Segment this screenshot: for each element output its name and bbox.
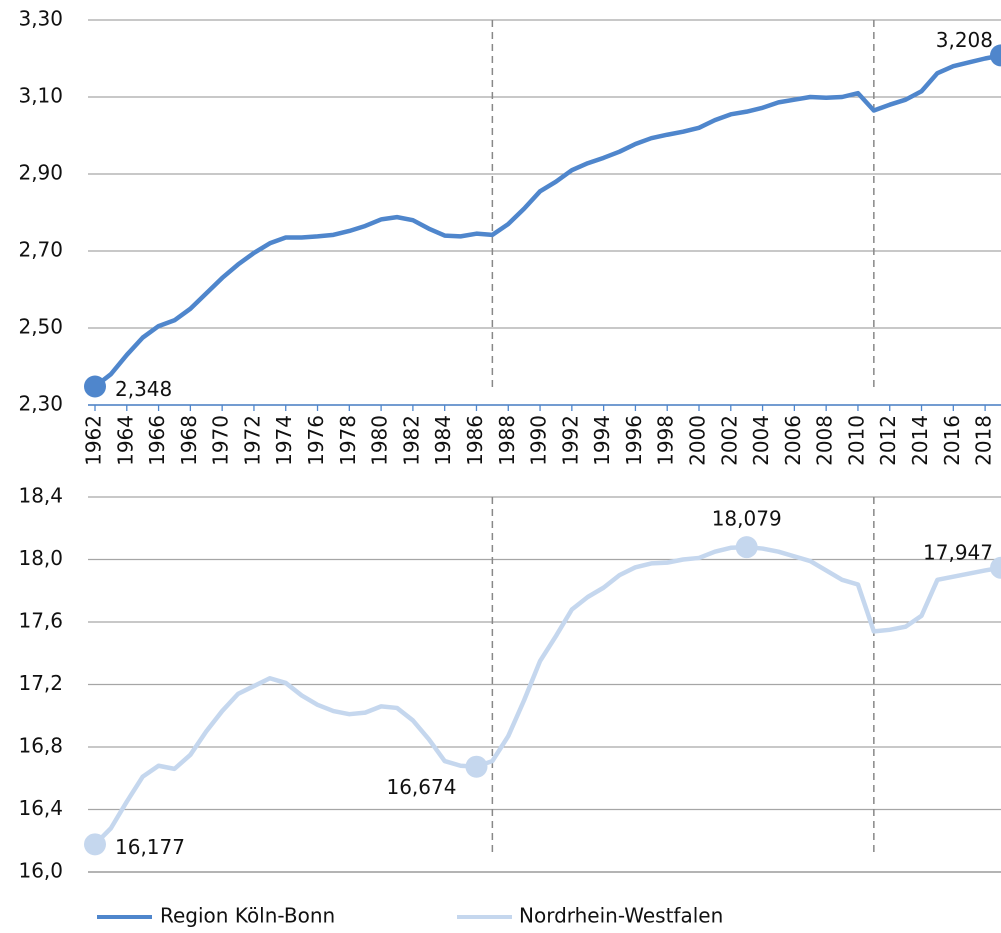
x-tick-label: 2016 <box>940 415 964 466</box>
legend-label: Nordrhein-Westfalen <box>519 904 723 928</box>
x-tick-label: 1974 <box>272 415 296 466</box>
x-tick-label: 1986 <box>463 415 487 466</box>
y-tick-label: 17,2 <box>18 671 63 695</box>
x-tick-label: 1994 <box>590 415 614 466</box>
x-tick-label: 1988 <box>495 415 519 466</box>
x-tick-label: 2004 <box>749 415 773 466</box>
x-tick-label: 2008 <box>813 415 837 466</box>
data-label: 16,674 <box>386 775 456 799</box>
x-tick-label: 2000 <box>686 415 710 466</box>
y-tick-label: 16,0 <box>18 859 63 883</box>
point-marker <box>735 536 758 559</box>
x-tick-label: 1966 <box>145 415 169 466</box>
data-label: 2,348 <box>115 377 172 401</box>
y-tick-label: 2,50 <box>18 315 63 339</box>
x-tick-label: 2012 <box>876 415 900 466</box>
x-tick-label: 1964 <box>113 415 137 466</box>
point-marker <box>990 44 1001 67</box>
y-tick-label: 2,90 <box>18 161 63 185</box>
y-tick-label: 2,70 <box>18 238 63 262</box>
x-tick-label: 2002 <box>717 415 741 466</box>
x-tick-label: 1970 <box>209 415 233 466</box>
y-tick-label: 3,10 <box>18 84 63 108</box>
y-tick-label: 18,0 <box>18 546 63 570</box>
data-label: 3,208 <box>936 28 993 52</box>
legend-label: Region Köln-Bonn <box>160 904 335 928</box>
x-tick-label: 2006 <box>781 415 805 466</box>
data-label: 18,079 <box>712 507 782 531</box>
x-tick-label: 1998 <box>654 415 678 466</box>
x-tick-label: 1962 <box>82 415 106 466</box>
point-marker <box>84 375 106 398</box>
data-label: 17,947 <box>923 540 993 564</box>
y-tick-label: 17,6 <box>18 609 63 633</box>
line-series <box>93 53 1001 389</box>
x-tick-label: 1972 <box>240 415 264 466</box>
point-marker <box>990 556 1001 579</box>
x-tick-label: 1978 <box>336 415 360 466</box>
x-tick-label: 2014 <box>908 415 932 466</box>
x-tick-label: 2018 <box>972 415 996 466</box>
x-tick-label: 1976 <box>304 415 328 466</box>
point-marker <box>465 755 488 778</box>
y-tick-label: 18,4 <box>18 484 63 508</box>
x-tick-label: 2010 <box>844 415 868 466</box>
y-tick-label: 2,30 <box>18 392 63 416</box>
line-series <box>93 544 1001 846</box>
y-tick-label: 16,4 <box>18 796 63 820</box>
x-tick-label: 1982 <box>399 415 423 466</box>
x-tick-label: 1968 <box>177 415 201 466</box>
x-tick-label: 1980 <box>368 415 392 466</box>
y-tick-label: 16,8 <box>18 734 63 758</box>
data-label: 16,177 <box>115 835 185 859</box>
x-tick-label: 1984 <box>431 415 455 466</box>
x-tick-label: 1996 <box>622 415 646 466</box>
x-tick-label: 1992 <box>558 415 582 466</box>
x-tick-label: 1990 <box>527 415 551 466</box>
y-tick-label: 3,30 <box>18 7 63 31</box>
point-marker <box>84 833 106 856</box>
